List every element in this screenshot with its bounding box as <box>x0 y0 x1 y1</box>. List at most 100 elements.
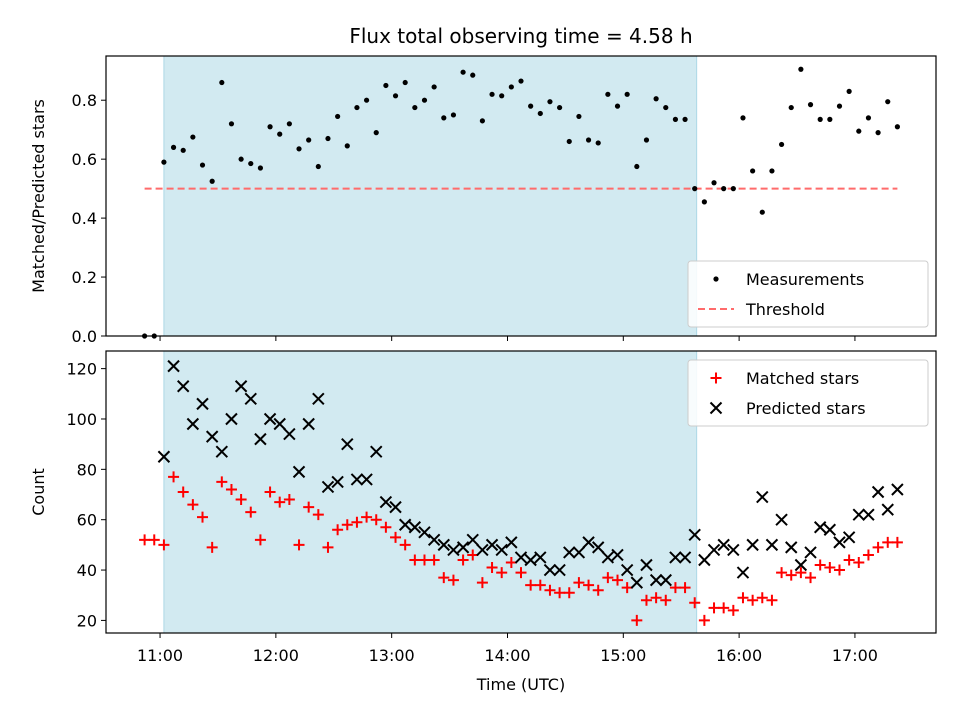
predicted-star-point <box>823 523 837 536</box>
predicted-star-point <box>370 445 383 458</box>
y-tick-label: 0.8 <box>72 91 97 110</box>
predicted-star-point <box>360 473 373 486</box>
count-panel-frame <box>105 350 937 634</box>
predicted-star-point <box>157 450 171 463</box>
predicted-star-point <box>620 563 634 577</box>
measurement-point <box>421 97 428 103</box>
predicted-star-point <box>765 538 779 552</box>
predicted-star-point <box>794 558 808 572</box>
x-tick-label: 15:00 <box>600 646 646 665</box>
measurement-point <box>508 84 514 90</box>
measurement-point <box>585 137 592 143</box>
matched-star-point <box>361 511 373 523</box>
matched-star-point <box>640 594 652 606</box>
measurement-point <box>441 115 447 121</box>
predicted-star-point <box>215 445 229 458</box>
measurement-point <box>614 103 621 109</box>
predicted-star-point <box>398 518 412 531</box>
matched-star-point <box>583 579 595 591</box>
predicted-star-point <box>456 541 470 554</box>
measurement-point <box>537 110 543 117</box>
predicted-star-point <box>746 538 759 552</box>
predicted-star-point <box>196 397 209 411</box>
matched-star-point <box>206 541 218 553</box>
matched-star-point <box>698 614 710 626</box>
measurement-point <box>605 91 611 97</box>
matched-star-point <box>882 536 894 548</box>
matched-star-point <box>833 564 845 576</box>
predicted-star-point <box>640 558 653 572</box>
x-tick-label: 12:00 <box>253 646 299 665</box>
predicted-star-point <box>785 541 798 554</box>
matched-star-point <box>727 604 739 616</box>
ratio-y-axis-label: Matched/Predicted stars <box>29 99 48 293</box>
y-tick-label: 100 <box>66 410 97 429</box>
matched-star-point <box>216 476 228 488</box>
predicted-star-point <box>592 541 605 554</box>
matched-star-point <box>438 572 450 584</box>
measurement-point <box>402 79 408 86</box>
predicted-star-point <box>283 427 296 441</box>
y-tick-label: 0.6 <box>72 150 97 169</box>
predicted-star-point <box>775 513 788 526</box>
measurement-point <box>865 115 872 121</box>
predicted-star-point <box>341 437 354 451</box>
predicted-star-point <box>707 543 721 557</box>
predicted-star-point <box>524 553 537 567</box>
measurement-point <box>692 186 698 192</box>
measurement-point <box>634 163 640 170</box>
matched-star-point <box>891 536 903 548</box>
matched-star-point <box>245 506 257 518</box>
x-tick-label: 11:00 <box>137 646 183 665</box>
measurement-point <box>740 115 746 121</box>
measurement-point <box>721 186 727 192</box>
predicted-star-point <box>756 490 769 504</box>
predicted-star-point <box>485 538 499 552</box>
count-y-axis-label: Count <box>29 468 48 516</box>
measurement-point <box>856 128 862 134</box>
measurement-point <box>499 93 505 99</box>
predicted-star-point <box>273 417 286 431</box>
matched-star-point <box>370 514 382 526</box>
measurement-point <box>643 137 650 143</box>
measurement-point <box>817 116 823 122</box>
legend-entry-label: Threshold <box>745 300 825 319</box>
measurement-point <box>566 138 572 145</box>
measurement-point <box>711 180 717 186</box>
matched-star-point <box>476 577 488 589</box>
matched-star-point <box>573 577 585 589</box>
matched-star-point <box>554 587 566 599</box>
predicted-star-point <box>408 521 422 534</box>
legend-box <box>687 260 929 328</box>
predicted-star-point <box>205 430 219 443</box>
matched-star-point <box>853 557 865 568</box>
measurement-point <box>759 209 765 215</box>
matched-star-point <box>525 579 537 591</box>
measurement-point <box>528 103 534 109</box>
predicted-star-point <box>379 495 393 509</box>
measurement-point <box>788 104 794 111</box>
predicted-star-point <box>427 533 441 547</box>
measurement-point <box>315 163 321 170</box>
x-tick-label: 16:00 <box>716 646 762 665</box>
measurement-point <box>663 104 669 111</box>
matched-star-point <box>235 494 247 506</box>
matched-star-point <box>621 582 633 594</box>
predicted-star-point <box>833 536 846 549</box>
measurement-point <box>460 69 466 75</box>
matched-star-point <box>872 541 884 553</box>
predicted-star-point <box>292 465 306 479</box>
predicted-star-point <box>418 526 431 539</box>
predicted-star-point <box>601 551 615 564</box>
measurement-point <box>199 162 206 168</box>
matched-star-point <box>177 486 189 498</box>
predicted-star-point <box>263 412 277 426</box>
matched-star-point <box>824 562 836 574</box>
predicted-star-point <box>611 548 624 562</box>
measurement-point <box>296 146 302 152</box>
measurement-point <box>412 104 418 111</box>
matched-star-point <box>515 567 527 579</box>
predicted-star-point <box>476 543 489 557</box>
y-tick-label: 0.2 <box>72 268 97 287</box>
